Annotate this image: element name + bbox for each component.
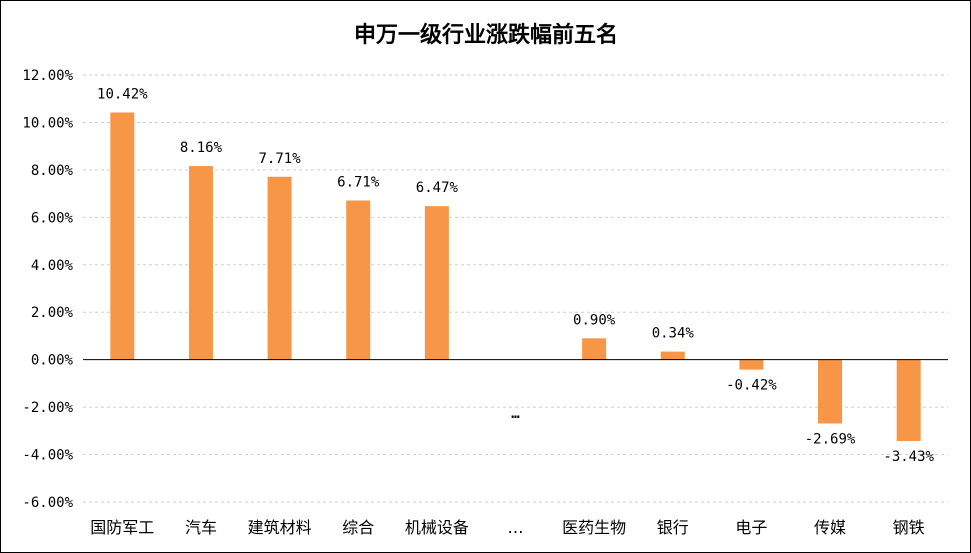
y-tick-label: -6.00%: [22, 495, 73, 511]
x-category-label: 钢铁: [893, 518, 925, 537]
data-label: 10.42%: [97, 86, 148, 102]
data-label: 0.90%: [573, 312, 616, 328]
data-label: -2.69%: [805, 431, 856, 447]
ellipsis-label: …: [511, 406, 520, 422]
y-tick-label: -4.00%: [22, 448, 73, 464]
y-tick-label: 0.00%: [31, 353, 74, 369]
data-label: 0.34%: [652, 326, 695, 342]
y-tick-label: 2.00%: [31, 305, 74, 321]
data-label: -0.42%: [726, 378, 777, 394]
x-category-label: 电子: [735, 518, 767, 537]
bar: [660, 351, 685, 360]
data-labels: 10.42% 8.16% 7.71% 6.71% 6.47% … 0.90% 0.34% -0.…: [97, 86, 935, 465]
y-axis-ticks: 12.00% 10.00% 8.00% 6.00% 4.00% 2.00% 0.00% -2.…: [22, 68, 73, 511]
x-category-label: 医药生物: [562, 518, 626, 537]
x-category-label: 机械设备: [405, 518, 469, 537]
x-category-label: 建筑材料: [248, 518, 312, 537]
gridlines: [83, 74, 948, 503]
bar: [424, 206, 449, 360]
bar: [896, 359, 921, 442]
data-label: 6.47%: [416, 180, 459, 196]
bars: [110, 112, 921, 442]
data-label: -3.43%: [883, 449, 934, 465]
bar: [110, 112, 135, 360]
bar: [188, 166, 213, 360]
bar: [818, 359, 843, 424]
x-axis-categories: 国防军工 汽车 建筑材料 综合 机械设备 … 医药生物 银行 电子 传媒 钢铁: [90, 518, 924, 537]
chart-title: 申万一级行业涨跌幅前五名: [354, 22, 618, 48]
x-category-label: 银行: [657, 518, 689, 537]
bar: [739, 359, 764, 370]
y-tick-label: 8.00%: [31, 163, 74, 179]
bar: [346, 200, 371, 360]
x-category-label: 汽车: [185, 518, 217, 537]
y-tick-label: 10.00%: [22, 115, 73, 131]
y-tick-label: 12.00%: [22, 68, 73, 84]
x-category-label: 国防军工: [90, 518, 154, 537]
y-tick-label: -2.00%: [22, 400, 73, 416]
x-category-label: 传媒: [814, 518, 846, 537]
y-tick-label: 4.00%: [31, 258, 74, 274]
y-tick-label: 6.00%: [31, 210, 74, 226]
bar: [267, 176, 292, 360]
bar: [582, 338, 607, 360]
x-category-label: …: [508, 518, 524, 537]
data-label: 8.16%: [180, 140, 223, 156]
data-label: 6.71%: [337, 174, 380, 190]
x-category-label: 综合: [342, 518, 374, 537]
data-label: 7.71%: [259, 151, 302, 167]
